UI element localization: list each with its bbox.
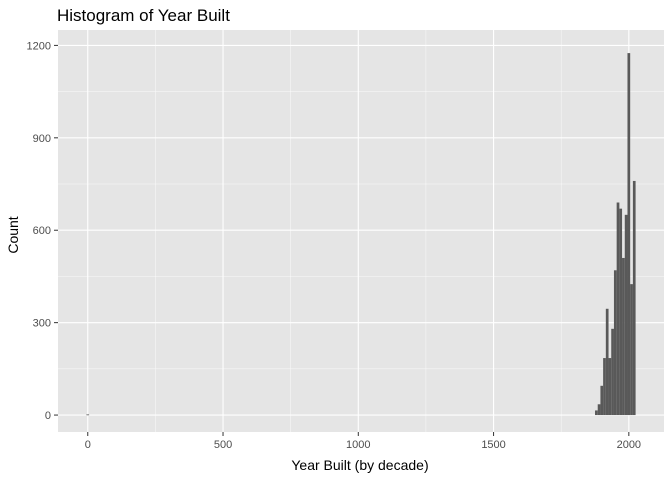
x-axis-label: Year Built (by decade) [291,457,428,473]
y-tick-label: 900 [33,133,51,145]
histogram-bar [613,270,617,416]
histogram-bar [597,404,601,416]
histogram-bar [616,202,620,416]
y-axis-label: Count [5,216,21,253]
x-tick-label: 1000 [346,439,370,451]
histogram-bars [86,53,636,416]
x-tick-label: 0 [85,439,91,451]
histogram-bar [624,214,628,416]
histogram-bar [595,410,598,416]
histogram-bar [619,208,623,416]
histogram-bar [608,358,612,416]
histogram-bar [605,308,609,416]
histogram-bar [600,385,604,416]
histogram-bar [86,414,90,416]
histogram-bar [622,257,625,416]
y-tick-label: 600 [33,225,51,237]
plot-panel [58,30,664,432]
histogram-bar [627,53,631,416]
y-tick-label: 300 [33,318,51,330]
y-axis: 0 300 600 900 1200 [27,40,58,422]
histogram-bar [611,328,614,416]
y-tick-label: 0 [45,410,51,422]
x-tick-label: 1500 [481,439,505,451]
x-axis: 0 500 1000 1500 2000 [85,432,641,451]
x-tick-label: 500 [214,439,232,451]
x-tick-label: 2000 [617,439,641,451]
histogram-bar [632,180,636,416]
y-tick-label: 1200 [27,40,51,52]
histogram-bar [630,284,633,416]
chart-title: Histogram of Year Built [57,6,230,25]
histogram-bar [603,358,606,416]
